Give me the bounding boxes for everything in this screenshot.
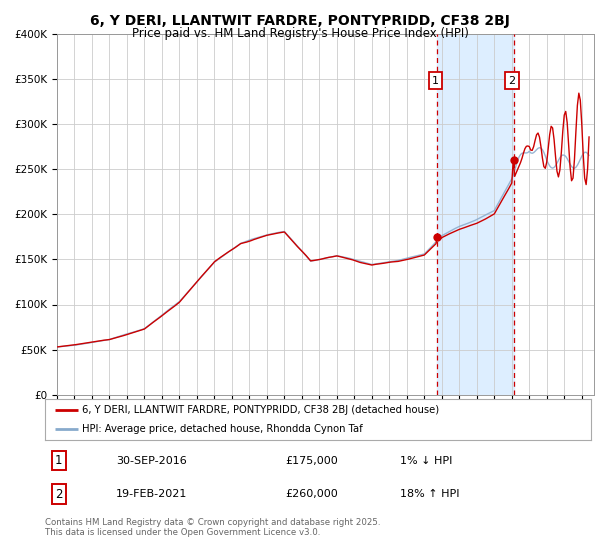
Text: £175,000: £175,000 <box>285 456 338 465</box>
Text: Price paid vs. HM Land Registry's House Price Index (HPI): Price paid vs. HM Land Registry's House … <box>131 27 469 40</box>
Text: 1% ↓ HPI: 1% ↓ HPI <box>400 456 452 465</box>
Bar <box>437 34 514 395</box>
Text: 2: 2 <box>55 488 62 501</box>
Text: Contains HM Land Registry data © Crown copyright and database right 2025.
This d: Contains HM Land Registry data © Crown c… <box>45 518 380 538</box>
Text: £260,000: £260,000 <box>285 489 338 499</box>
Text: 2: 2 <box>509 76 516 86</box>
Text: 1: 1 <box>432 76 439 86</box>
Text: 30-SEP-2016: 30-SEP-2016 <box>116 456 187 465</box>
Text: 1: 1 <box>55 454 62 467</box>
Text: 6, Y DERI, LLANTWIT FARDRE, PONTYPRIDD, CF38 2BJ: 6, Y DERI, LLANTWIT FARDRE, PONTYPRIDD, … <box>90 14 510 28</box>
Text: 18% ↑ HPI: 18% ↑ HPI <box>400 489 460 499</box>
Text: HPI: Average price, detached house, Rhondda Cynon Taf: HPI: Average price, detached house, Rhon… <box>82 424 363 433</box>
Text: 6, Y DERI, LLANTWIT FARDRE, PONTYPRIDD, CF38 2BJ (detached house): 6, Y DERI, LLANTWIT FARDRE, PONTYPRIDD, … <box>82 405 439 415</box>
Text: 19-FEB-2021: 19-FEB-2021 <box>116 489 187 499</box>
